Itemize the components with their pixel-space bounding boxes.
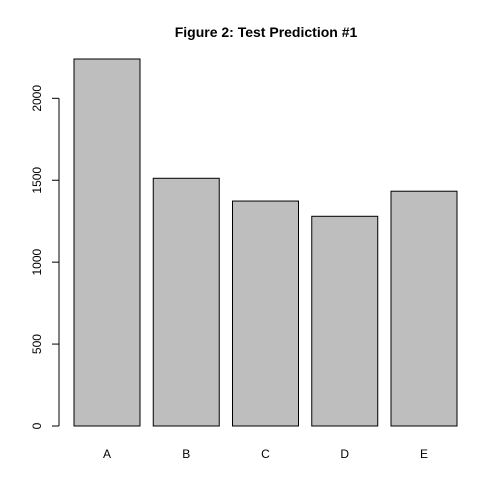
y-tick-label: 1500 bbox=[30, 167, 44, 194]
y-tick-label: 0 bbox=[30, 422, 44, 429]
bar-d bbox=[311, 215, 379, 427]
x-axis-labels: A B C D E bbox=[103, 447, 428, 461]
bar-c bbox=[232, 200, 299, 427]
bars-group bbox=[73, 58, 458, 427]
chart-title: Figure 2: Test Prediction #1 bbox=[175, 24, 358, 40]
x-tick-label-e: E bbox=[420, 447, 428, 461]
x-tick-label-a: A bbox=[103, 447, 111, 461]
y-tick-label: 1000 bbox=[30, 248, 44, 275]
y-tick-label: 500 bbox=[30, 334, 44, 354]
bar-b bbox=[152, 177, 220, 427]
x-tick-label-b: B bbox=[182, 447, 190, 461]
x-tick-label-d: D bbox=[340, 447, 349, 461]
bar-e bbox=[390, 190, 458, 427]
bar-a bbox=[73, 58, 141, 427]
y-axis: 0 500 1000 1500 2000 bbox=[30, 85, 60, 429]
x-tick-label-c: C bbox=[261, 447, 270, 461]
y-tick-label: 2000 bbox=[30, 85, 44, 112]
